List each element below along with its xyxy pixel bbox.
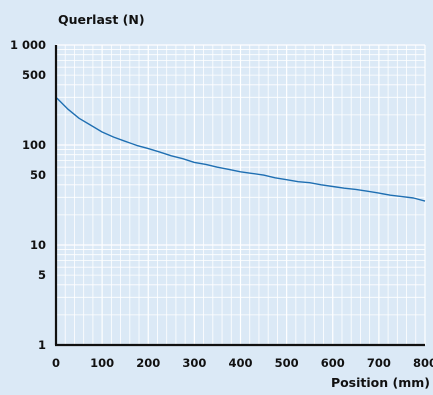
y-tick-label: 100 [22,138,46,152]
x-tick-label: 0 [52,356,60,370]
x-tick-label: 600 [321,356,345,370]
x-axis-title: Position (mm) [331,375,430,390]
y-tick-label: 5 [38,268,46,282]
x-tick-label: 700 [367,356,391,370]
x-tick-label: 800 [413,356,433,370]
series-layer [55,96,426,202]
y-axis-title: Querlast (N) [58,12,145,27]
y-tick-label: 1 000 [10,38,46,52]
series-line [55,96,426,202]
x-tick-label: 500 [275,356,299,370]
grid [56,44,426,345]
y-tick-label: 50 [30,168,46,182]
y-tick-label: 10 [30,238,46,252]
x-tick-label: 100 [90,356,114,370]
axes [54,45,425,347]
x-tick-label: 400 [228,356,252,370]
x-tick-label: 200 [136,356,160,370]
tick-labels: 0 100 200 300 400 500 600 700 800 1 5 10 50 100 500 1 0… [10,38,433,370]
y-tick-label: 1 [38,338,46,352]
x-tick-label: 300 [182,356,206,370]
y-tick-label: 500 [22,68,46,82]
